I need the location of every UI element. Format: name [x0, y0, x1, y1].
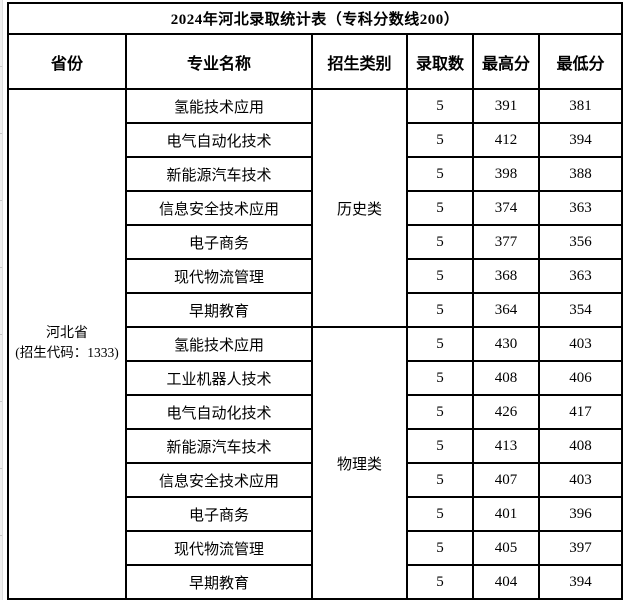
max-score-cell: 426 — [472, 394, 540, 430]
table-row: 电子商务 5 401 396 — [8, 496, 624, 532]
table-row: 新能源汽车技术 5 398 388 — [8, 156, 624, 192]
max-score-cell: 404 — [472, 564, 540, 600]
count-cell: 5 — [406, 88, 474, 124]
column-header-min-score: 最低分 — [537, 33, 624, 90]
major-cell: 现代物流管理 — [125, 258, 313, 294]
title-row: 2024年河北录取统计表（专科分数线200） — [6, 2, 624, 35]
count-cell: 5 — [406, 326, 474, 362]
max-score-cell: 377 — [472, 224, 540, 260]
table-body: 河北省 (招生代码：1333) 氢能技术应用 历史类 5 391 381 电气自动化技术 5 41… — [7, 88, 624, 600]
column-header-category: 招生类别 — [311, 33, 408, 90]
count-cell: 5 — [406, 496, 474, 532]
count-cell: 5 — [406, 224, 474, 260]
table-row: 新能源汽车技术 5 413 408 — [8, 428, 624, 464]
min-score-cell: 417 — [537, 394, 624, 430]
min-score-cell: 356 — [537, 224, 624, 260]
major-cell: 工业机器人技术 — [125, 360, 313, 396]
max-score-cell: 412 — [472, 122, 540, 158]
count-cell: 5 — [406, 394, 474, 430]
category-cell: 物理类 — [311, 326, 408, 600]
major-cell: 新能源汽车技术 — [125, 428, 313, 464]
max-score-cell: 368 — [472, 258, 540, 294]
major-cell: 氢能技术应用 — [125, 326, 313, 362]
min-score-cell: 396 — [537, 496, 624, 532]
major-cell: 早期教育 — [125, 292, 313, 328]
table-row: 早期教育 5 404 394 — [8, 564, 624, 600]
column-header-max-score: 最高分 — [472, 33, 540, 90]
table-row: 电子商务 5 377 356 — [8, 224, 624, 260]
min-score-cell: 394 — [537, 122, 624, 158]
min-score-cell: 381 — [537, 88, 624, 124]
min-score-cell: 363 — [537, 190, 624, 226]
min-score-cell: 403 — [537, 326, 624, 362]
table-row: 信息安全技术应用 5 374 363 — [8, 190, 624, 226]
province-name: 河北省 — [46, 326, 88, 342]
column-header-province: 省份 — [7, 33, 127, 90]
table-row: 工业机器人技术 5 408 406 — [8, 360, 624, 396]
spreadsheet-gutter — [0, 0, 3, 600]
count-cell: 5 — [406, 530, 474, 566]
count-cell: 5 — [406, 190, 474, 226]
category-cell: 历史类 — [311, 88, 408, 328]
column-header-count: 录取数 — [406, 33, 474, 90]
table-row: 信息安全技术应用 5 407 403 — [8, 462, 624, 498]
count-cell: 5 — [406, 428, 474, 464]
table-row: 电气自动化技术 5 412 394 — [8, 122, 624, 158]
major-cell: 早期教育 — [125, 564, 313, 600]
major-cell: 氢能技术应用 — [125, 88, 313, 124]
count-cell: 5 — [406, 462, 474, 498]
major-cell: 电子商务 — [125, 224, 313, 260]
max-score-cell: 374 — [472, 190, 540, 226]
province-code: (招生代码：1333) — [15, 345, 119, 361]
major-cell: 电子商务 — [125, 496, 313, 532]
min-score-cell: 354 — [537, 292, 624, 328]
table-row: 氢能技术应用 物理类 5 430 403 — [8, 326, 624, 600]
table-row: 现代物流管理 5 368 363 — [8, 258, 624, 294]
major-cell: 新能源汽车技术 — [125, 156, 313, 192]
table-row: 河北省 (招生代码：1333) 氢能技术应用 历史类 5 391 381 — [7, 88, 624, 600]
province-cell: 河北省 (招生代码：1333) — [7, 88, 127, 600]
count-cell: 5 — [406, 292, 474, 328]
table-row: 现代物流管理 5 405 397 — [8, 530, 624, 566]
table-row: 早期教育 5 364 354 — [8, 292, 624, 328]
admission-stats-table: 2024年河北录取统计表（专科分数线200） 省份 专业名称 招生类别 录取数 … — [6, 2, 624, 600]
min-score-cell: 403 — [537, 462, 624, 498]
major-cell: 信息安全技术应用 — [125, 190, 313, 226]
table-row: 电气自动化技术 5 426 417 — [8, 394, 624, 430]
column-header-major: 专业名称 — [125, 33, 313, 90]
max-score-cell: 401 — [472, 496, 540, 532]
max-score-cell: 391 — [472, 88, 540, 124]
max-score-cell: 398 — [472, 156, 540, 192]
major-cell: 电气自动化技术 — [125, 394, 313, 430]
table-title: 2024年河北录取统计表（专科分数线200） — [6, 2, 624, 35]
major-cell: 现代物流管理 — [125, 530, 313, 566]
min-score-cell: 408 — [537, 428, 624, 464]
max-score-cell: 405 — [472, 530, 540, 566]
count-cell: 5 — [406, 258, 474, 294]
max-score-cell: 364 — [472, 292, 540, 328]
major-cell: 信息安全技术应用 — [125, 462, 313, 498]
header-row: 省份 专业名称 招生类别 录取数 最高分 最低分 — [7, 33, 624, 90]
min-score-cell: 394 — [537, 564, 624, 600]
count-cell: 5 — [406, 156, 474, 192]
max-score-cell: 407 — [472, 462, 540, 498]
major-cell: 电气自动化技术 — [125, 122, 313, 158]
max-score-cell: 430 — [472, 326, 540, 362]
max-score-cell: 408 — [472, 360, 540, 396]
min-score-cell: 397 — [537, 530, 624, 566]
min-score-cell: 388 — [537, 156, 624, 192]
min-score-cell: 363 — [537, 258, 624, 294]
count-cell: 5 — [406, 122, 474, 158]
count-cell: 5 — [406, 564, 474, 600]
min-score-cell: 406 — [537, 360, 624, 396]
max-score-cell: 413 — [472, 428, 540, 464]
count-cell: 5 — [406, 360, 474, 396]
